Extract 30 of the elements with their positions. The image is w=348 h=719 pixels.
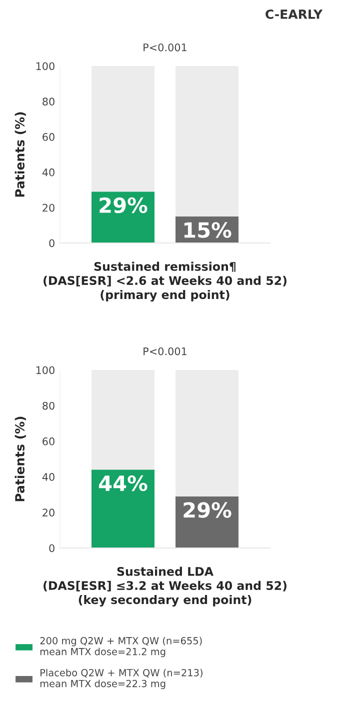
data-label: 44%	[99, 475, 148, 492]
y-tick-label: 40	[42, 473, 54, 481]
legend-label: Placebo Q2W + MTX QW (n=213) mean MTX dose=22.3 mg	[40, 668, 202, 690]
bar	[92, 470, 154, 548]
y-axis-title: Patients (%)	[14, 416, 26, 502]
y-tick-label: 100	[36, 366, 54, 374]
y-tick-label: 60	[42, 437, 54, 446]
bar	[176, 370, 238, 496]
y-tick-label: 20	[42, 204, 54, 212]
y-tick-label: 40	[42, 168, 54, 176]
y-tick-label: 60	[42, 133, 54, 141]
x-axis-title: Sustained LDA (DAS[ESR] ≤3.2 at Weeks 40 and 52) (key secondary end point)	[44, 566, 286, 606]
chart-title: C-EARLY	[266, 10, 323, 19]
y-tick-label: 80	[42, 402, 54, 410]
text: P<0.001	[144, 347, 186, 356]
bar	[92, 66, 154, 192]
y-axis-title: Patients (%)	[14, 112, 26, 197]
data-label: 15%	[184, 222, 232, 238]
y-tick-label: 0	[49, 544, 54, 552]
data-label: 29%	[184, 502, 232, 518]
y-tick-label: 20	[42, 508, 54, 517]
y-tick-label: 100	[36, 62, 54, 70]
text: P<0.001	[144, 43, 186, 52]
x-axis-title: Sustained remission¶ (DAS[ESR] <2.6 at Weeks 40 and 52) (primary end point)	[44, 262, 286, 302]
bar	[92, 370, 154, 470]
y-tick-label: 0	[49, 239, 54, 248]
y-tick-label: 80	[42, 98, 54, 106]
legend-label: 200 mg Q2W + MTX QW (n=655) mean MTX dose=21.2 mg	[40, 636, 202, 658]
bar	[176, 66, 238, 216]
data-label: 29%	[100, 197, 148, 214]
